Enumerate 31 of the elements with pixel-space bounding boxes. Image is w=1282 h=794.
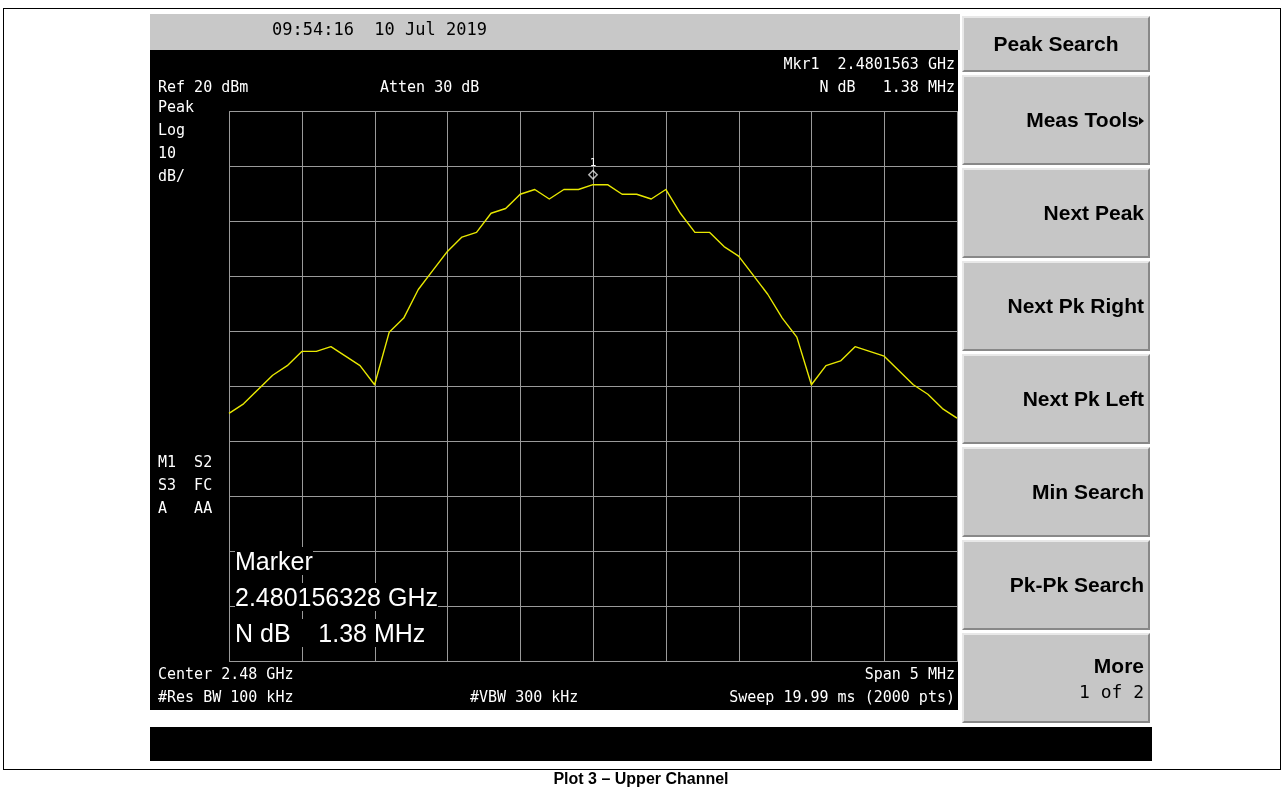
text: Mkr1 2.4801563 GHz (783, 55, 955, 73)
text: A AA (158, 499, 213, 517)
text: dB/ (158, 167, 186, 185)
text: Min Search (1031, 480, 1144, 503)
annotation: Marker (235, 547, 313, 575)
text: S3 FC (158, 476, 213, 494)
text: #VBW 300 kHz (470, 688, 579, 706)
text: Peak (158, 98, 195, 116)
text: Ref 20 dBm (158, 78, 249, 96)
text: N dB 1.38 MHz (819, 78, 955, 96)
text: Sweep 19.99 ms (2000 pts) (729, 688, 955, 706)
text: Atten 30 dB (380, 78, 480, 96)
text: Next Peak (1043, 201, 1144, 224)
annotation: 1 (589, 155, 597, 169)
text: M1 S2 (158, 453, 213, 471)
annotation: N dB 1.38 MHz (235, 619, 426, 647)
text: More (1093, 654, 1144, 677)
text: Log (158, 121, 186, 139)
text: Span 5 MHz (864, 665, 955, 683)
text: 10 (158, 144, 177, 162)
text: Plot 3 – Upper Channel (552, 770, 730, 788)
text: 1 of 2 (1077, 680, 1144, 704)
text: 09:54:16 10 Jul 2019 (272, 19, 487, 39)
text: Next Pk Right (1007, 294, 1144, 317)
text: #Res BW 100 kHz (158, 688, 294, 706)
text: Peak Search (993, 32, 1119, 55)
text: Meas Tools (1026, 108, 1139, 131)
text: Next Pk Left (1022, 387, 1144, 410)
text: Pk-Pk Search (1009, 573, 1144, 596)
text: Center 2.48 GHz (158, 665, 294, 683)
annotation: 2.480156328 GHz (235, 583, 438, 611)
